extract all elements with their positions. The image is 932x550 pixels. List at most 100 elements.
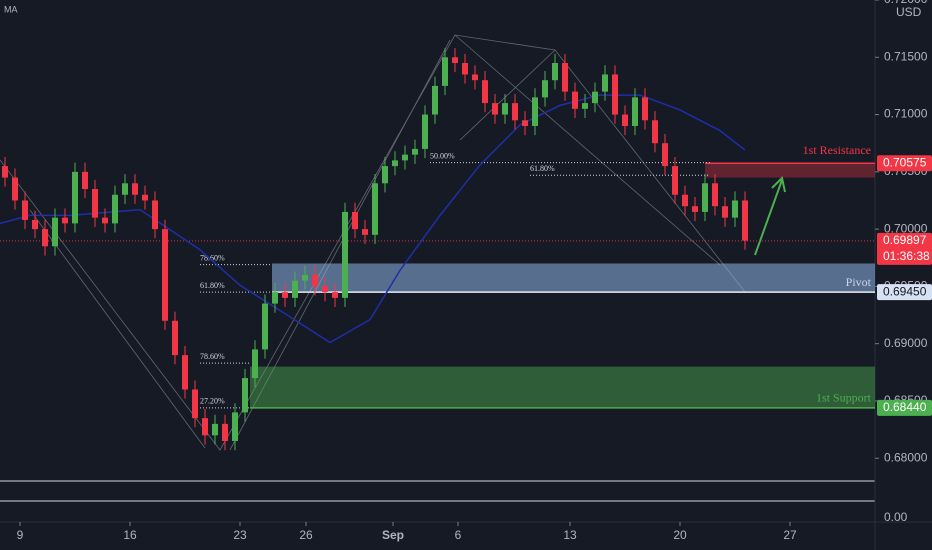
candle-body <box>62 217 68 224</box>
candle <box>392 151 398 176</box>
candle-body <box>332 292 338 298</box>
candle-body <box>352 211 358 230</box>
candle-body <box>152 200 158 230</box>
candle <box>192 380 198 428</box>
candle-body <box>522 120 528 127</box>
trend-line <box>454 34 721 266</box>
candle-body <box>72 171 78 224</box>
candle <box>382 156 388 193</box>
price-tag <box>877 399 932 416</box>
candle-body <box>552 63 558 81</box>
candle <box>402 145 408 170</box>
candle-body <box>112 194 118 224</box>
fib-label: 50.00% <box>430 152 455 161</box>
candle-body <box>602 74 608 92</box>
candle-body <box>382 166 388 184</box>
candle-body <box>582 103 588 109</box>
zone-label: Pivot <box>846 275 872 289</box>
trend-line <box>229 39 451 451</box>
candle-body <box>392 160 398 167</box>
x-tick-label: 26 <box>299 528 313 542</box>
candle-body <box>592 91 598 104</box>
candle <box>732 191 738 227</box>
price-tag-label: 0.68440 <box>883 400 927 414</box>
candle-body <box>442 57 448 86</box>
candle <box>642 88 648 130</box>
candle <box>82 162 88 199</box>
candle <box>722 197 728 227</box>
candle-body <box>652 120 658 144</box>
candle <box>532 88 538 136</box>
candle <box>92 179 98 227</box>
candle-body <box>242 378 248 413</box>
candle <box>582 93 588 118</box>
candle-body <box>672 166 678 195</box>
candle-body <box>402 154 408 161</box>
candle-body <box>102 217 108 224</box>
candle-body <box>212 423 218 436</box>
candle <box>472 65 478 90</box>
candle-body <box>132 183 138 195</box>
candle-body <box>702 183 708 212</box>
candle-body <box>252 349 258 379</box>
lower-pane-label: 0.00 <box>884 510 908 524</box>
candle <box>232 403 238 451</box>
candle <box>282 282 288 308</box>
zone <box>705 163 875 178</box>
candle-body <box>342 211 348 298</box>
x-tick-label: 9 <box>17 528 24 542</box>
candle <box>222 414 228 451</box>
candle <box>62 208 68 233</box>
candle-body <box>202 418 208 436</box>
candle <box>502 93 508 124</box>
candle <box>332 282 338 308</box>
candle-body <box>122 183 128 195</box>
candle <box>662 134 668 176</box>
candle <box>262 294 268 359</box>
y-tick-label: 0.70000 <box>884 221 928 235</box>
candle-body <box>432 85 438 115</box>
candle-body <box>262 303 268 350</box>
candle-body <box>462 63 468 75</box>
candle <box>622 105 628 136</box>
price-tag <box>877 155 932 172</box>
candle-body <box>172 320 178 356</box>
candle-body <box>142 194 148 201</box>
price-tag-label: 0.69897 <box>883 233 927 247</box>
candle <box>482 71 488 113</box>
candle-body <box>282 292 288 298</box>
candle-body <box>322 286 328 293</box>
candle <box>272 282 278 313</box>
moving-average <box>0 94 746 344</box>
candle-body <box>452 57 458 64</box>
y-tick-label: 0.69000 <box>884 336 928 350</box>
candle-body <box>22 200 28 220</box>
candle-body <box>12 177 18 201</box>
candle-body <box>542 80 548 98</box>
candle-body <box>562 63 568 92</box>
candle <box>102 208 108 233</box>
candle <box>572 82 578 118</box>
candle-body <box>472 74 478 81</box>
candle-body <box>732 200 738 218</box>
candle-body <box>482 80 488 104</box>
price-tag <box>877 284 932 301</box>
arrow-head <box>771 175 786 193</box>
price-tag-label: 0.69450 <box>883 284 927 298</box>
candle <box>362 219 368 245</box>
candle-body <box>312 274 318 287</box>
zone <box>250 366 875 408</box>
candle <box>602 65 608 101</box>
fib-label: 61.80% <box>530 164 555 173</box>
candle-body <box>692 206 698 212</box>
x-tick-label: 23 <box>233 528 247 542</box>
candle <box>452 48 458 73</box>
candle-body <box>712 183 718 207</box>
candle-body <box>302 274 308 281</box>
candle-body <box>722 206 728 218</box>
trend-line <box>459 49 556 141</box>
candle <box>202 408 208 445</box>
candle <box>512 93 518 130</box>
candle-body <box>682 194 688 207</box>
candle-body <box>182 355 188 390</box>
